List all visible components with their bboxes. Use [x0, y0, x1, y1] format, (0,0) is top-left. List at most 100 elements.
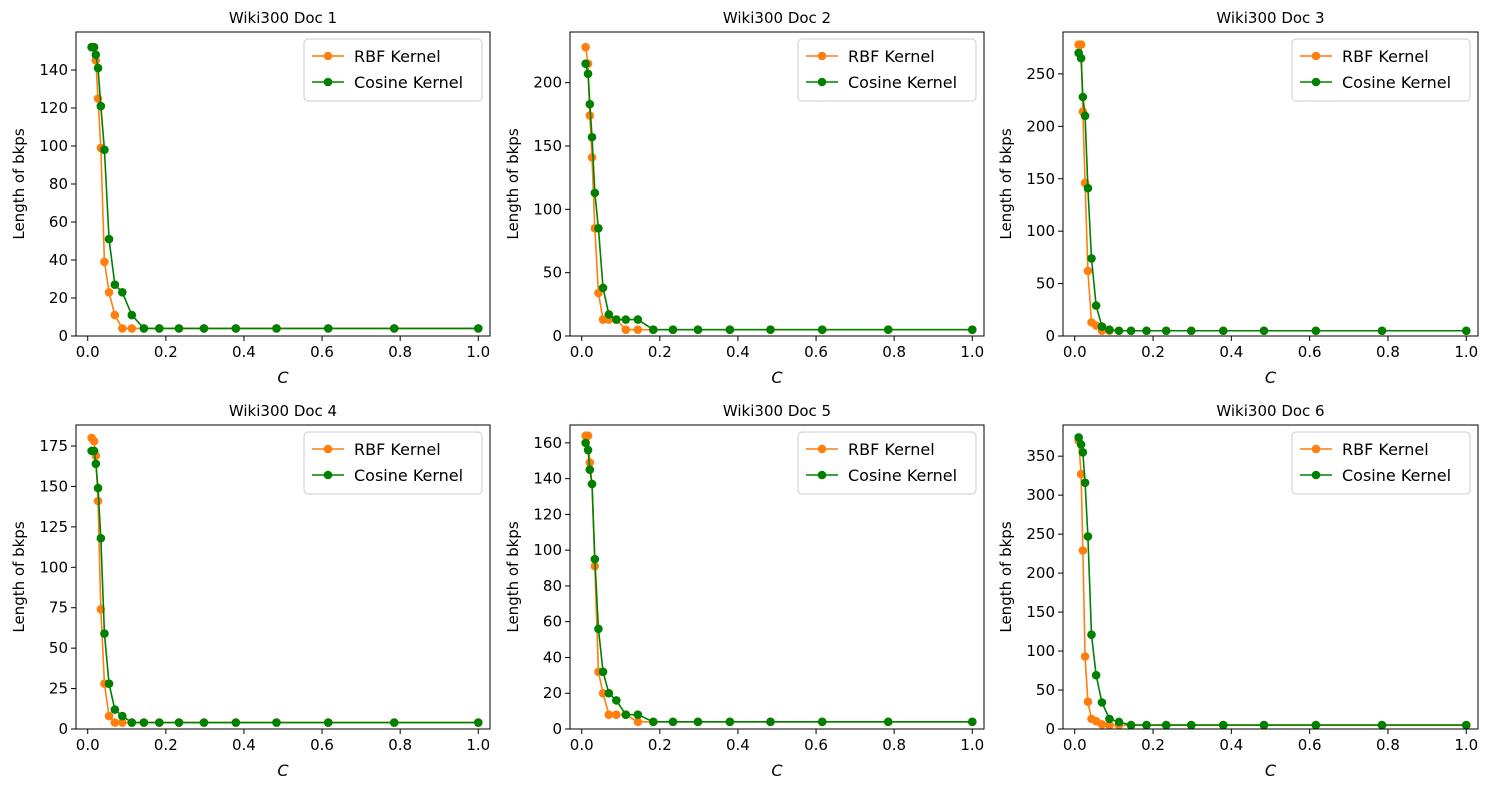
y-tick-label: 60	[543, 613, 562, 631]
data-point-cosine	[1078, 447, 1088, 457]
data-point-cosine	[127, 718, 137, 727]
x-tick-label: 0.4	[726, 343, 750, 361]
data-point-rbf	[1097, 720, 1107, 729]
data-point-cosine	[89, 42, 99, 52]
x-tick-label: 0.8	[388, 343, 412, 361]
data-point-cosine	[1142, 326, 1151, 336]
subplot-6: Wiki300 Doc 6 0.0 0.2 0.4 0.6 0.8 1.0 0 50 100 150…	[997, 402, 1479, 780]
x-tick-label: 1.0	[1454, 343, 1478, 361]
plot-area	[87, 42, 483, 333]
y-tick-label: 200	[533, 74, 562, 92]
y-tick-label: 200	[1026, 564, 1055, 582]
plot-area	[1074, 40, 1471, 336]
data-point-rbf	[621, 325, 631, 334]
data-point-rbf	[583, 431, 593, 441]
y-tick-label: 0	[552, 720, 562, 738]
data-point-cosine	[91, 50, 101, 60]
x-tick-label: 0.0	[76, 736, 100, 754]
y-tick-label: 120	[533, 505, 562, 523]
legend-frame	[303, 38, 483, 102]
data-point-cosine	[1218, 326, 1228, 336]
subplot-5: Wiki300 Doc 5 0.0 0.2 0.4 0.6 0.8 1.0 0 20 40 60 80…	[504, 402, 985, 780]
y-tick-label: 0	[58, 720, 68, 738]
data-point-rbf	[1083, 266, 1093, 276]
data-point-cosine	[231, 324, 241, 333]
data-point-cosine	[1161, 326, 1171, 336]
x-tick-label: 1.0	[960, 736, 984, 754]
subplot-4: Wiki300 Doc 4 0.0 0.2 0.4 0.6 0.8 1.0 0 25 50 75 10…	[10, 402, 491, 780]
data-point-cosine	[612, 696, 621, 705]
legend-label-rbf: RBF Kernel	[1342, 47, 1429, 66]
x-tick-label: 0.4	[232, 736, 256, 754]
x-tick-label: 0.2	[154, 736, 178, 754]
y-tick-label: 40	[543, 648, 562, 666]
data-point-cosine	[1114, 717, 1124, 727]
data-point-cosine	[91, 459, 101, 469]
legend: RBF Kernel Cosine Kernel	[303, 38, 483, 102]
axes-frame	[1062, 424, 1479, 730]
data-point-cosine	[272, 718, 281, 727]
x-tick-label: 0.0	[1063, 736, 1087, 754]
data-point-rbf	[1076, 469, 1086, 479]
data-point-cosine	[1311, 326, 1321, 336]
x-tick-label: 1.0	[1454, 736, 1478, 754]
data-point-cosine	[1186, 720, 1196, 729]
chart-title: Wiki300 Doc 6	[1216, 402, 1324, 420]
y-axis-label: Length of bkps	[10, 521, 28, 632]
data-point-cosine	[1105, 325, 1114, 335]
x-tick-label: 0.8	[1376, 736, 1400, 754]
y-tick-label: 140	[533, 470, 562, 488]
legend-marker-cosine	[323, 470, 333, 480]
data-point-cosine	[1461, 326, 1471, 336]
data-point-cosine	[1105, 714, 1114, 724]
x-axis-label: C	[1265, 368, 1277, 387]
x-tick-label: 0.6	[310, 736, 334, 754]
data-point-cosine	[585, 465, 595, 475]
data-point-cosine	[323, 324, 333, 333]
data-point-cosine	[668, 717, 678, 727]
legend-marker-rbf	[1311, 51, 1321, 61]
y-tick-label: 20	[543, 684, 562, 702]
legend-marker-cosine	[323, 77, 333, 87]
data-point-cosine	[587, 479, 597, 489]
x-tick-label: 0.2	[648, 736, 672, 754]
data-point-rbf	[89, 436, 99, 446]
y-tick-label: 25	[49, 680, 68, 698]
x-tick-label: 0.8	[882, 736, 906, 754]
data-point-cosine	[883, 717, 893, 727]
data-point-rbf	[633, 717, 643, 727]
x-tick-label: 1.0	[466, 736, 490, 754]
data-point-cosine	[389, 324, 399, 333]
y-tick-label: 0	[552, 327, 562, 345]
legend-frame	[1291, 431, 1471, 495]
y-tick-label: 0	[1045, 720, 1055, 738]
y-tick-label: 0	[58, 327, 68, 345]
data-point-cosine	[668, 325, 678, 334]
data-point-rbf	[104, 711, 114, 721]
data-point-cosine	[587, 132, 597, 142]
data-point-cosine	[93, 483, 103, 493]
data-point-cosine	[1083, 532, 1093, 541]
x-tick-label: 0.4	[1219, 736, 1243, 754]
data-point-rbf	[1080, 652, 1090, 661]
data-point-cosine	[1080, 111, 1090, 121]
data-point-cosine	[127, 310, 137, 320]
y-axis-label: Length of bkps	[997, 521, 1015, 632]
y-tick-label: 250	[1026, 65, 1055, 83]
y-tick-label: 50	[1036, 275, 1055, 293]
y-tick-label: 60	[49, 213, 68, 231]
data-point-cosine	[766, 717, 775, 727]
data-point-cosine	[118, 711, 127, 721]
data-point-cosine	[583, 445, 593, 455]
data-point-cosine	[199, 324, 209, 333]
data-point-cosine	[1259, 720, 1269, 729]
x-tick-label: 0.0	[76, 343, 100, 361]
x-axis-label: C	[277, 761, 289, 780]
data-point-cosine	[1078, 92, 1088, 102]
data-point-cosine	[604, 310, 614, 319]
plot-area	[581, 431, 977, 727]
legend-label-cosine: Cosine Kernel	[354, 73, 463, 92]
axes-frame	[75, 31, 491, 337]
plot-area	[1074, 433, 1471, 729]
subplot-1: Wiki300 Doc 1 0.0 0.2 0.4 0.6 0.8 1.0 0 20 40 60 80…	[10, 9, 491, 387]
